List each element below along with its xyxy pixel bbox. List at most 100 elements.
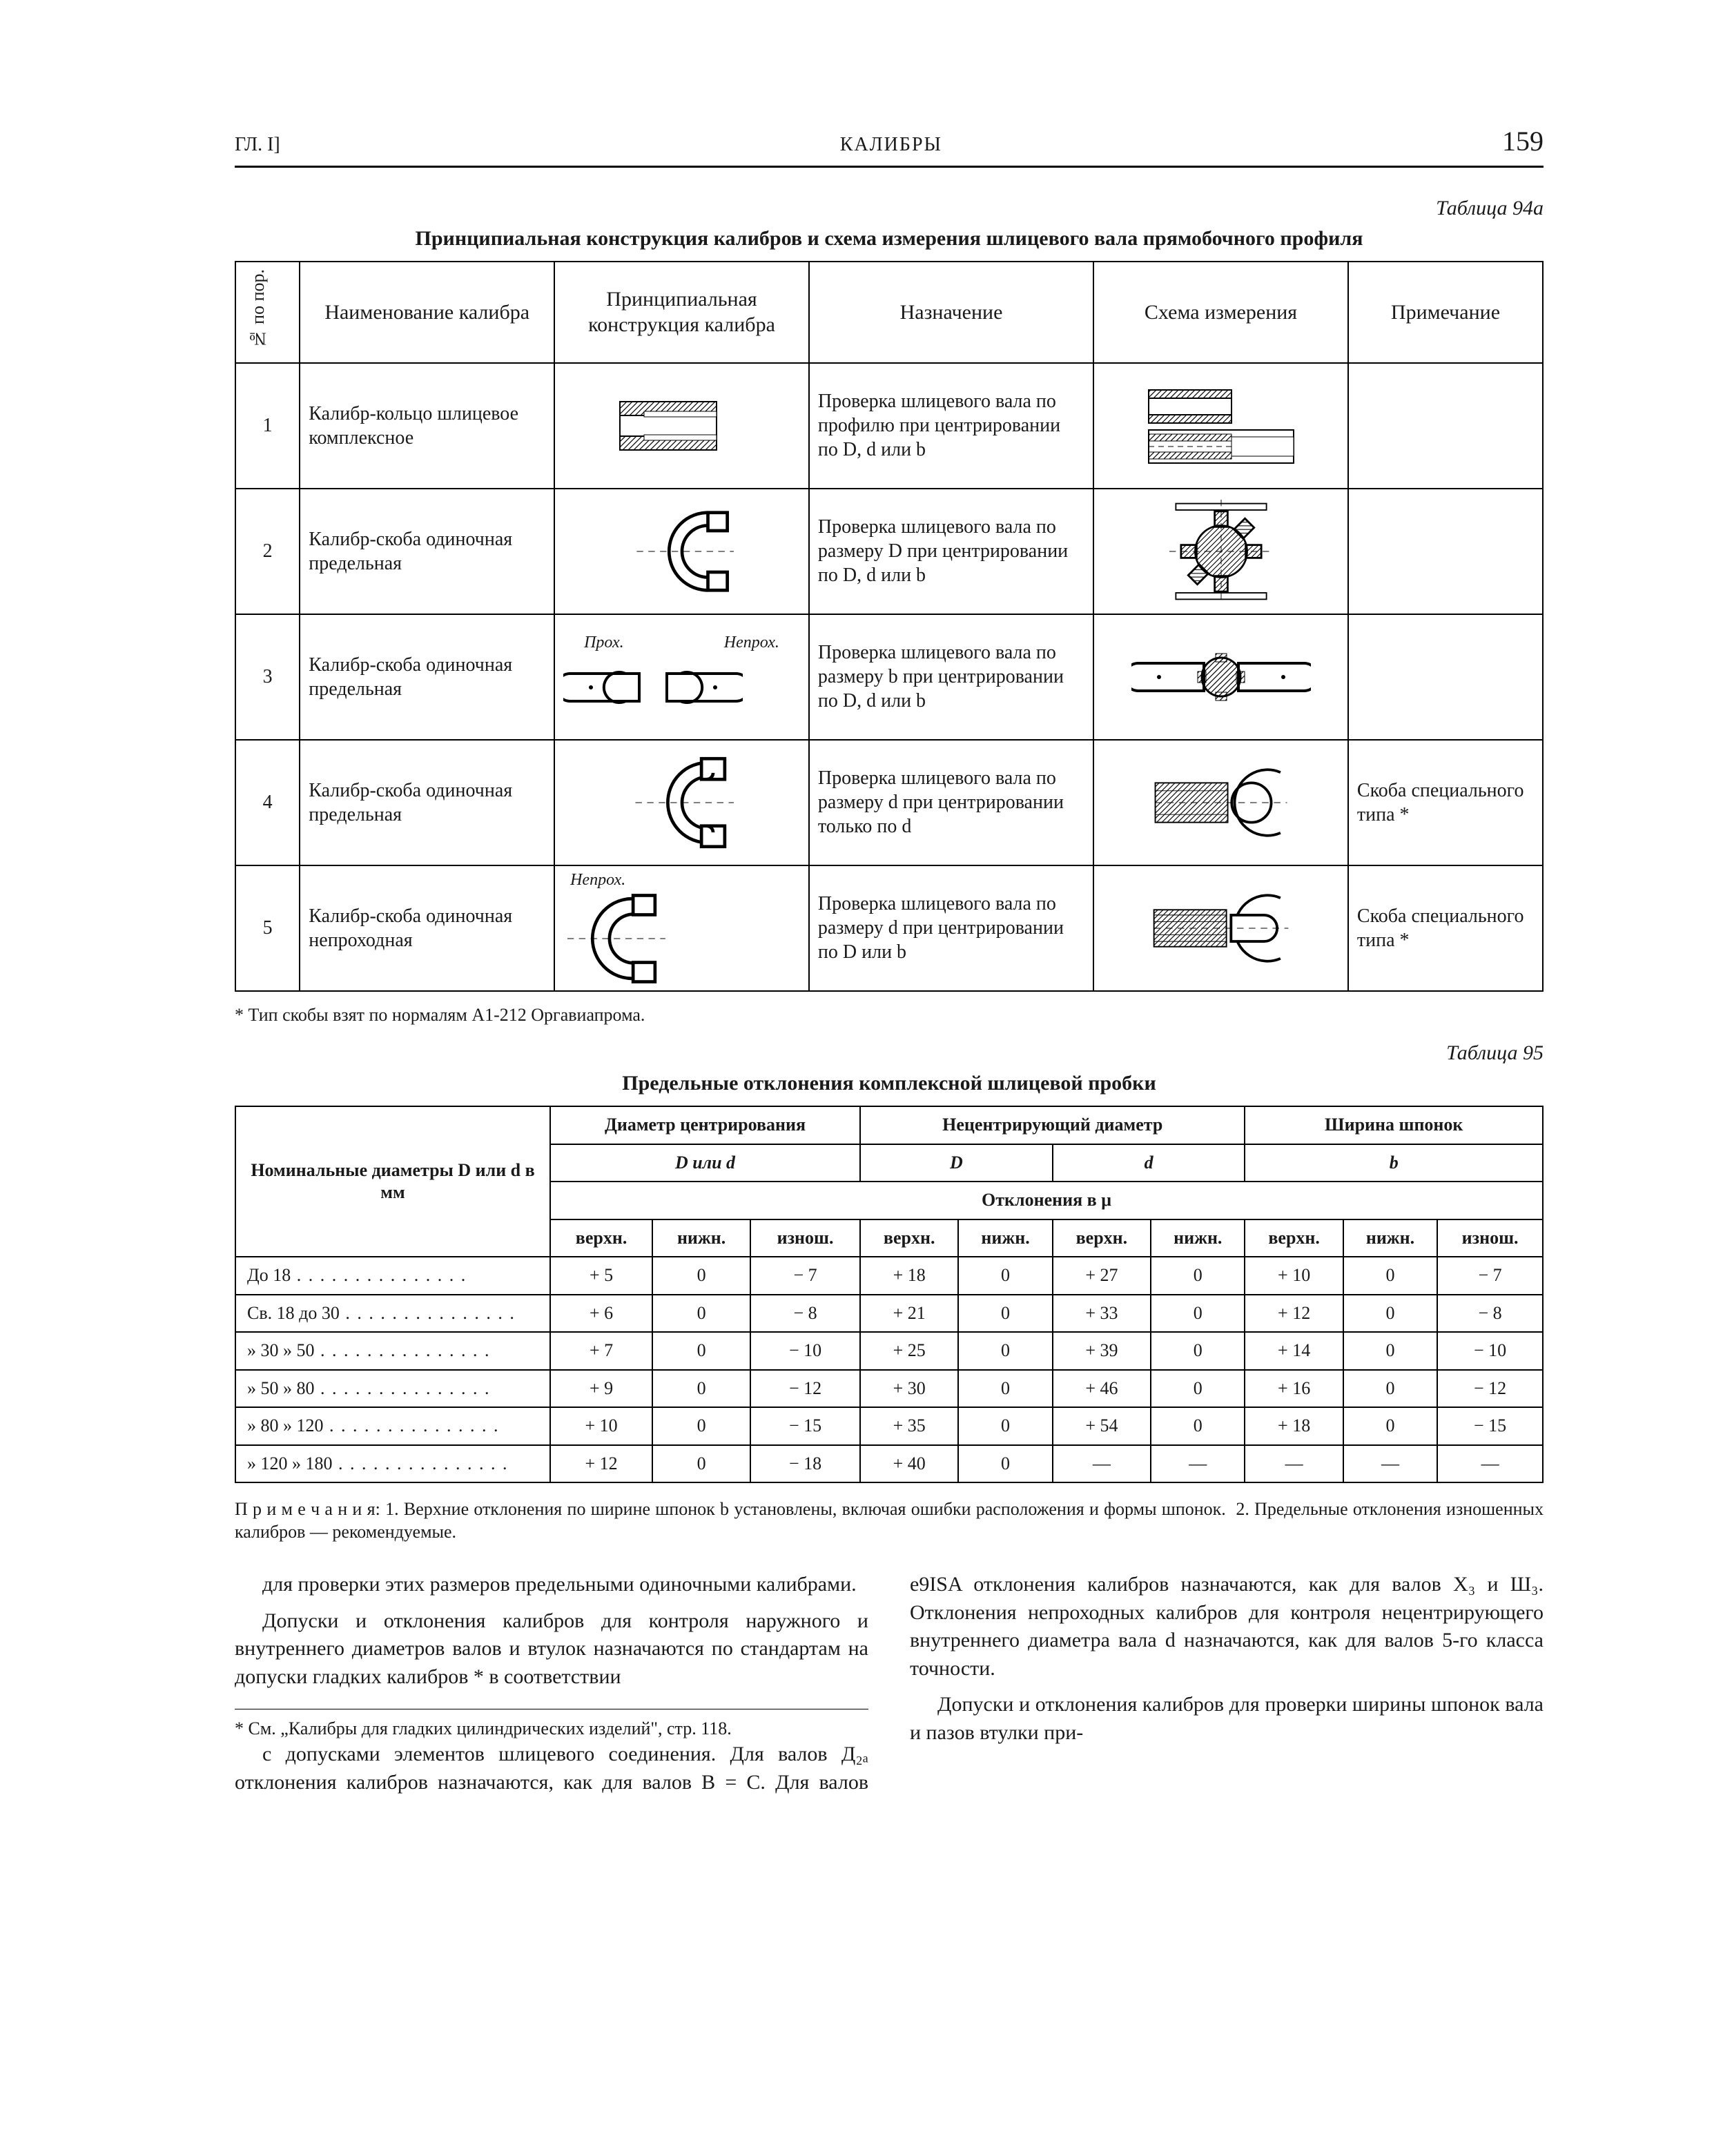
gauge-snap-D-icon <box>563 496 800 607</box>
cell: — <box>1343 1445 1437 1483</box>
row-name: Калибр-скоба одиночная предельная <box>300 489 554 614</box>
cell: + 14 <box>1245 1332 1343 1370</box>
cell: 0 <box>1343 1370 1437 1408</box>
header-center: КАЛИБРЫ <box>280 133 1502 157</box>
cell: + 40 <box>860 1445 958 1483</box>
table-row: » 120 » 180+ 120− 18+ 400————— <box>235 1445 1543 1483</box>
cell: 0 <box>1151 1295 1245 1333</box>
header-left: ГЛ. I] <box>235 133 280 157</box>
t95-h-w: изнош. <box>1437 1219 1543 1257</box>
cell: » 120 » 180 <box>235 1445 550 1483</box>
row-num: 3 <box>235 614 300 740</box>
gauge-snap-b-icon: Прох. Непрох. <box>563 622 800 732</box>
row-name: Калибр-скоба одиночная предельная <box>300 740 554 865</box>
t95-head-D: D <box>860 1144 1053 1182</box>
t95-h-w: изнош. <box>750 1219 860 1257</box>
row-purpose: Проверка шлицевого вала по размеру b при… <box>809 614 1093 740</box>
cell: − 8 <box>1437 1295 1543 1333</box>
cell: 0 <box>652 1407 750 1445</box>
row-purpose: Проверка шлицевого вала по профилю при ц… <box>809 363 1093 489</box>
t95-head-key: Ширина шпонок <box>1245 1106 1543 1144</box>
cell: + 12 <box>550 1445 652 1483</box>
t95-head-noncenter: Нецентрирующий диаметр <box>860 1106 1245 1144</box>
table-row: 4 Калибр-скоба одиночная предельная <box>235 740 1543 865</box>
body-text: для проверки этих размеров предельными о… <box>235 1571 1544 1796</box>
t95-head-Dd: D или d <box>550 1144 860 1182</box>
t95-h-l: нижн. <box>1343 1219 1437 1257</box>
cell: » 30 » 50 <box>235 1332 550 1370</box>
cell: − 10 <box>1437 1332 1543 1370</box>
cell: + 54 <box>1053 1407 1151 1445</box>
cell: 0 <box>958 1332 1052 1370</box>
measure-ring-icon <box>1102 371 1339 481</box>
t94-head-purp: Назначение <box>809 262 1093 363</box>
table95-notes: П р и м е ч а н и я: 1. Верхние отклонен… <box>235 1498 1544 1543</box>
cell: 0 <box>1343 1407 1437 1445</box>
table-row: » 80 » 120+ 100− 15+ 350+ 540+ 180− 15 <box>235 1407 1543 1445</box>
cell: 0 <box>958 1445 1052 1483</box>
t95-head-center: Диаметр центрирования <box>550 1106 860 1144</box>
t95-head-d: d <box>1053 1144 1245 1182</box>
cell: + 25 <box>860 1332 958 1370</box>
table-row: » 30 » 50+ 70− 10+ 250+ 390+ 140− 10 <box>235 1332 1543 1370</box>
cell: + 30 <box>860 1370 958 1408</box>
cell: 0 <box>1343 1257 1437 1295</box>
cell: » 50 » 80 <box>235 1370 550 1408</box>
t94-head-cons: Принципиальная конструкция калибра <box>554 262 809 363</box>
cell: До 18 <box>235 1257 550 1295</box>
cell: 0 <box>1151 1257 1245 1295</box>
cell: 0 <box>958 1295 1052 1333</box>
measure-b-icon <box>1102 622 1339 732</box>
cell: — <box>1053 1445 1151 1483</box>
row-name: Калибр-скоба одиночная непроходная <box>300 865 554 991</box>
row-num: 2 <box>235 489 300 614</box>
t95-h-u: верхн. <box>1053 1219 1151 1257</box>
t95-head-dev: Отклонения в μ <box>550 1182 1543 1219</box>
t95-h-u: верхн. <box>1245 1219 1343 1257</box>
gauge-snap-d-icon <box>563 747 800 858</box>
cell: 0 <box>958 1407 1052 1445</box>
cell: Св. 18 до 30 <box>235 1295 550 1333</box>
t94-head-sch: Схема измерения <box>1093 262 1348 363</box>
cell: + 7 <box>550 1332 652 1370</box>
t95-h-u: верхн. <box>550 1219 652 1257</box>
measure-spline-D-icon <box>1102 496 1339 607</box>
cell: 0 <box>1343 1332 1437 1370</box>
cell: − 8 <box>750 1295 860 1333</box>
t94-head-name: Наименование калибра <box>300 262 554 363</box>
table-row: Св. 18 до 30+ 60− 8+ 210+ 330+ 120− 8 <box>235 1295 1543 1333</box>
cell: 0 <box>958 1370 1052 1408</box>
cell: − 10 <box>750 1332 860 1370</box>
row-name: Калибр-кольцо шлицевое комплексное <box>300 363 554 489</box>
row-purpose: Проверка шлицевого вала по размеру d при… <box>809 740 1093 865</box>
cell: + 12 <box>1245 1295 1343 1333</box>
table95-title: Предельные отклонения комплексной шлицев… <box>235 1070 1544 1097</box>
cell: − 12 <box>1437 1370 1543 1408</box>
t95-h-l: нижн. <box>958 1219 1052 1257</box>
t95-h-l: нижн. <box>1151 1219 1245 1257</box>
row-num: 5 <box>235 865 300 991</box>
cell: + 27 <box>1053 1257 1151 1295</box>
cell: » 80 » 120 <box>235 1407 550 1445</box>
page-header: ГЛ. I] КАЛИБРЫ 159 <box>235 124 1544 168</box>
cell: 0 <box>1151 1370 1245 1408</box>
t95-head-nom: Номинальные диаметры D или d в мм <box>235 1106 550 1257</box>
cell: + 10 <box>550 1407 652 1445</box>
cell: + 6 <box>550 1295 652 1333</box>
cell: − 18 <box>750 1445 860 1483</box>
cell: 0 <box>652 1332 750 1370</box>
cell: + 9 <box>550 1370 652 1408</box>
row-note <box>1348 614 1543 740</box>
row-purpose: Проверка шлицевого вала по размеру D при… <box>809 489 1093 614</box>
table-row: 5 Калибр-скоба одиночная непроходная Неп… <box>235 865 1543 991</box>
body-p2: Допуски и отклонения калибров для контро… <box>235 1607 868 1692</box>
cell: + 39 <box>1053 1332 1151 1370</box>
table95-label: Таблица 95 <box>235 1040 1544 1066</box>
diag-neproh-label: Непрох. <box>724 632 779 653</box>
cell: — <box>1245 1445 1343 1483</box>
cell: + 33 <box>1053 1295 1151 1333</box>
table-row: До 18+ 50− 7+ 180+ 270+ 100− 7 <box>235 1257 1543 1295</box>
row-name: Калибр-скоба одиночная предельная <box>300 614 554 740</box>
cell: 0 <box>1151 1332 1245 1370</box>
t95-h-l: нижн. <box>652 1219 750 1257</box>
